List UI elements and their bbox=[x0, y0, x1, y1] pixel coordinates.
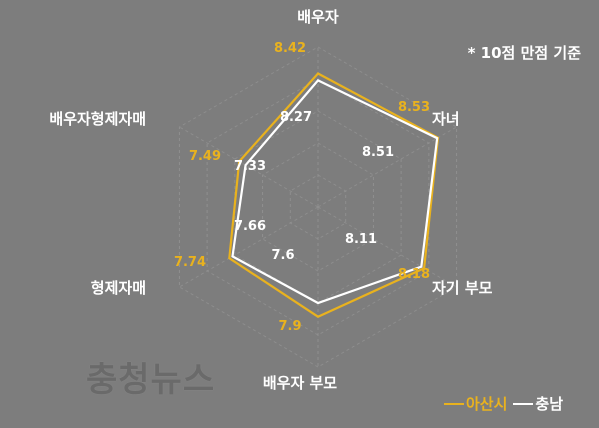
value-label-asan-6: 7.49 bbox=[189, 149, 221, 164]
value-label-chungnam-1: 8.27 bbox=[280, 110, 312, 125]
scale-note: * 10점 만점 기준 bbox=[467, 44, 581, 62]
axis-label-3: 자기 부모 bbox=[432, 279, 493, 297]
watermark-logo: 충청뉴스 bbox=[86, 360, 216, 400]
value-label-chungnam-3: 8.11 bbox=[345, 232, 377, 247]
value-label-asan-3: 8.18 bbox=[398, 267, 430, 282]
value-label-chungnam-2: 8.51 bbox=[362, 145, 394, 160]
value-label-asan-1: 8.42 bbox=[274, 41, 306, 56]
axis-label-5: 형제자매 bbox=[91, 279, 146, 297]
axis-label-1: 배우자 bbox=[297, 8, 339, 26]
value-label-asan-4: 7.9 bbox=[278, 319, 301, 334]
value-label-asan-5: 7.74 bbox=[174, 255, 206, 270]
axis-label-4: 배우자 부모 bbox=[263, 374, 337, 392]
series-line-chungnam bbox=[231, 79, 439, 305]
legend-label-chungnam: 충남 bbox=[535, 395, 563, 413]
axis-label-2: 자녀 bbox=[432, 110, 460, 128]
grid-spoke-6 bbox=[179, 126, 319, 208]
value-label-asan-2: 8.53 bbox=[398, 100, 430, 115]
value-label-chungnam-6: 7.33 bbox=[234, 159, 266, 174]
grid-spoke-2 bbox=[317, 126, 457, 208]
value-labels: 8.42 8.53 8.18 7.9 7.74 7.49 8.27 8.51 8.11 7.6 7.… bbox=[174, 41, 430, 334]
value-label-chungnam-5: 7.66 bbox=[234, 219, 266, 234]
legend-swatch-asan bbox=[443, 402, 464, 405]
legend-swatch-chungnam bbox=[513, 402, 534, 405]
axis-label-6: 배우자형제자매 bbox=[49, 110, 146, 128]
legend-label-asan: 아산시 bbox=[465, 395, 508, 413]
grid-ring-5 bbox=[178, 46, 458, 368]
legend-item-asan: 아산시 bbox=[443, 393, 508, 414]
legend-item-chungnam: 충남 bbox=[513, 393, 563, 414]
legend: 아산시 충남 bbox=[443, 393, 563, 414]
series-polygons bbox=[228, 72, 440, 318]
grid-spoke-3 bbox=[317, 206, 457, 288]
grid-spoke-5 bbox=[179, 206, 319, 288]
grid-ring-2 bbox=[262, 142, 374, 272]
radar-grid bbox=[178, 46, 458, 368]
value-label-chungnam-4: 7.6 bbox=[271, 248, 294, 263]
